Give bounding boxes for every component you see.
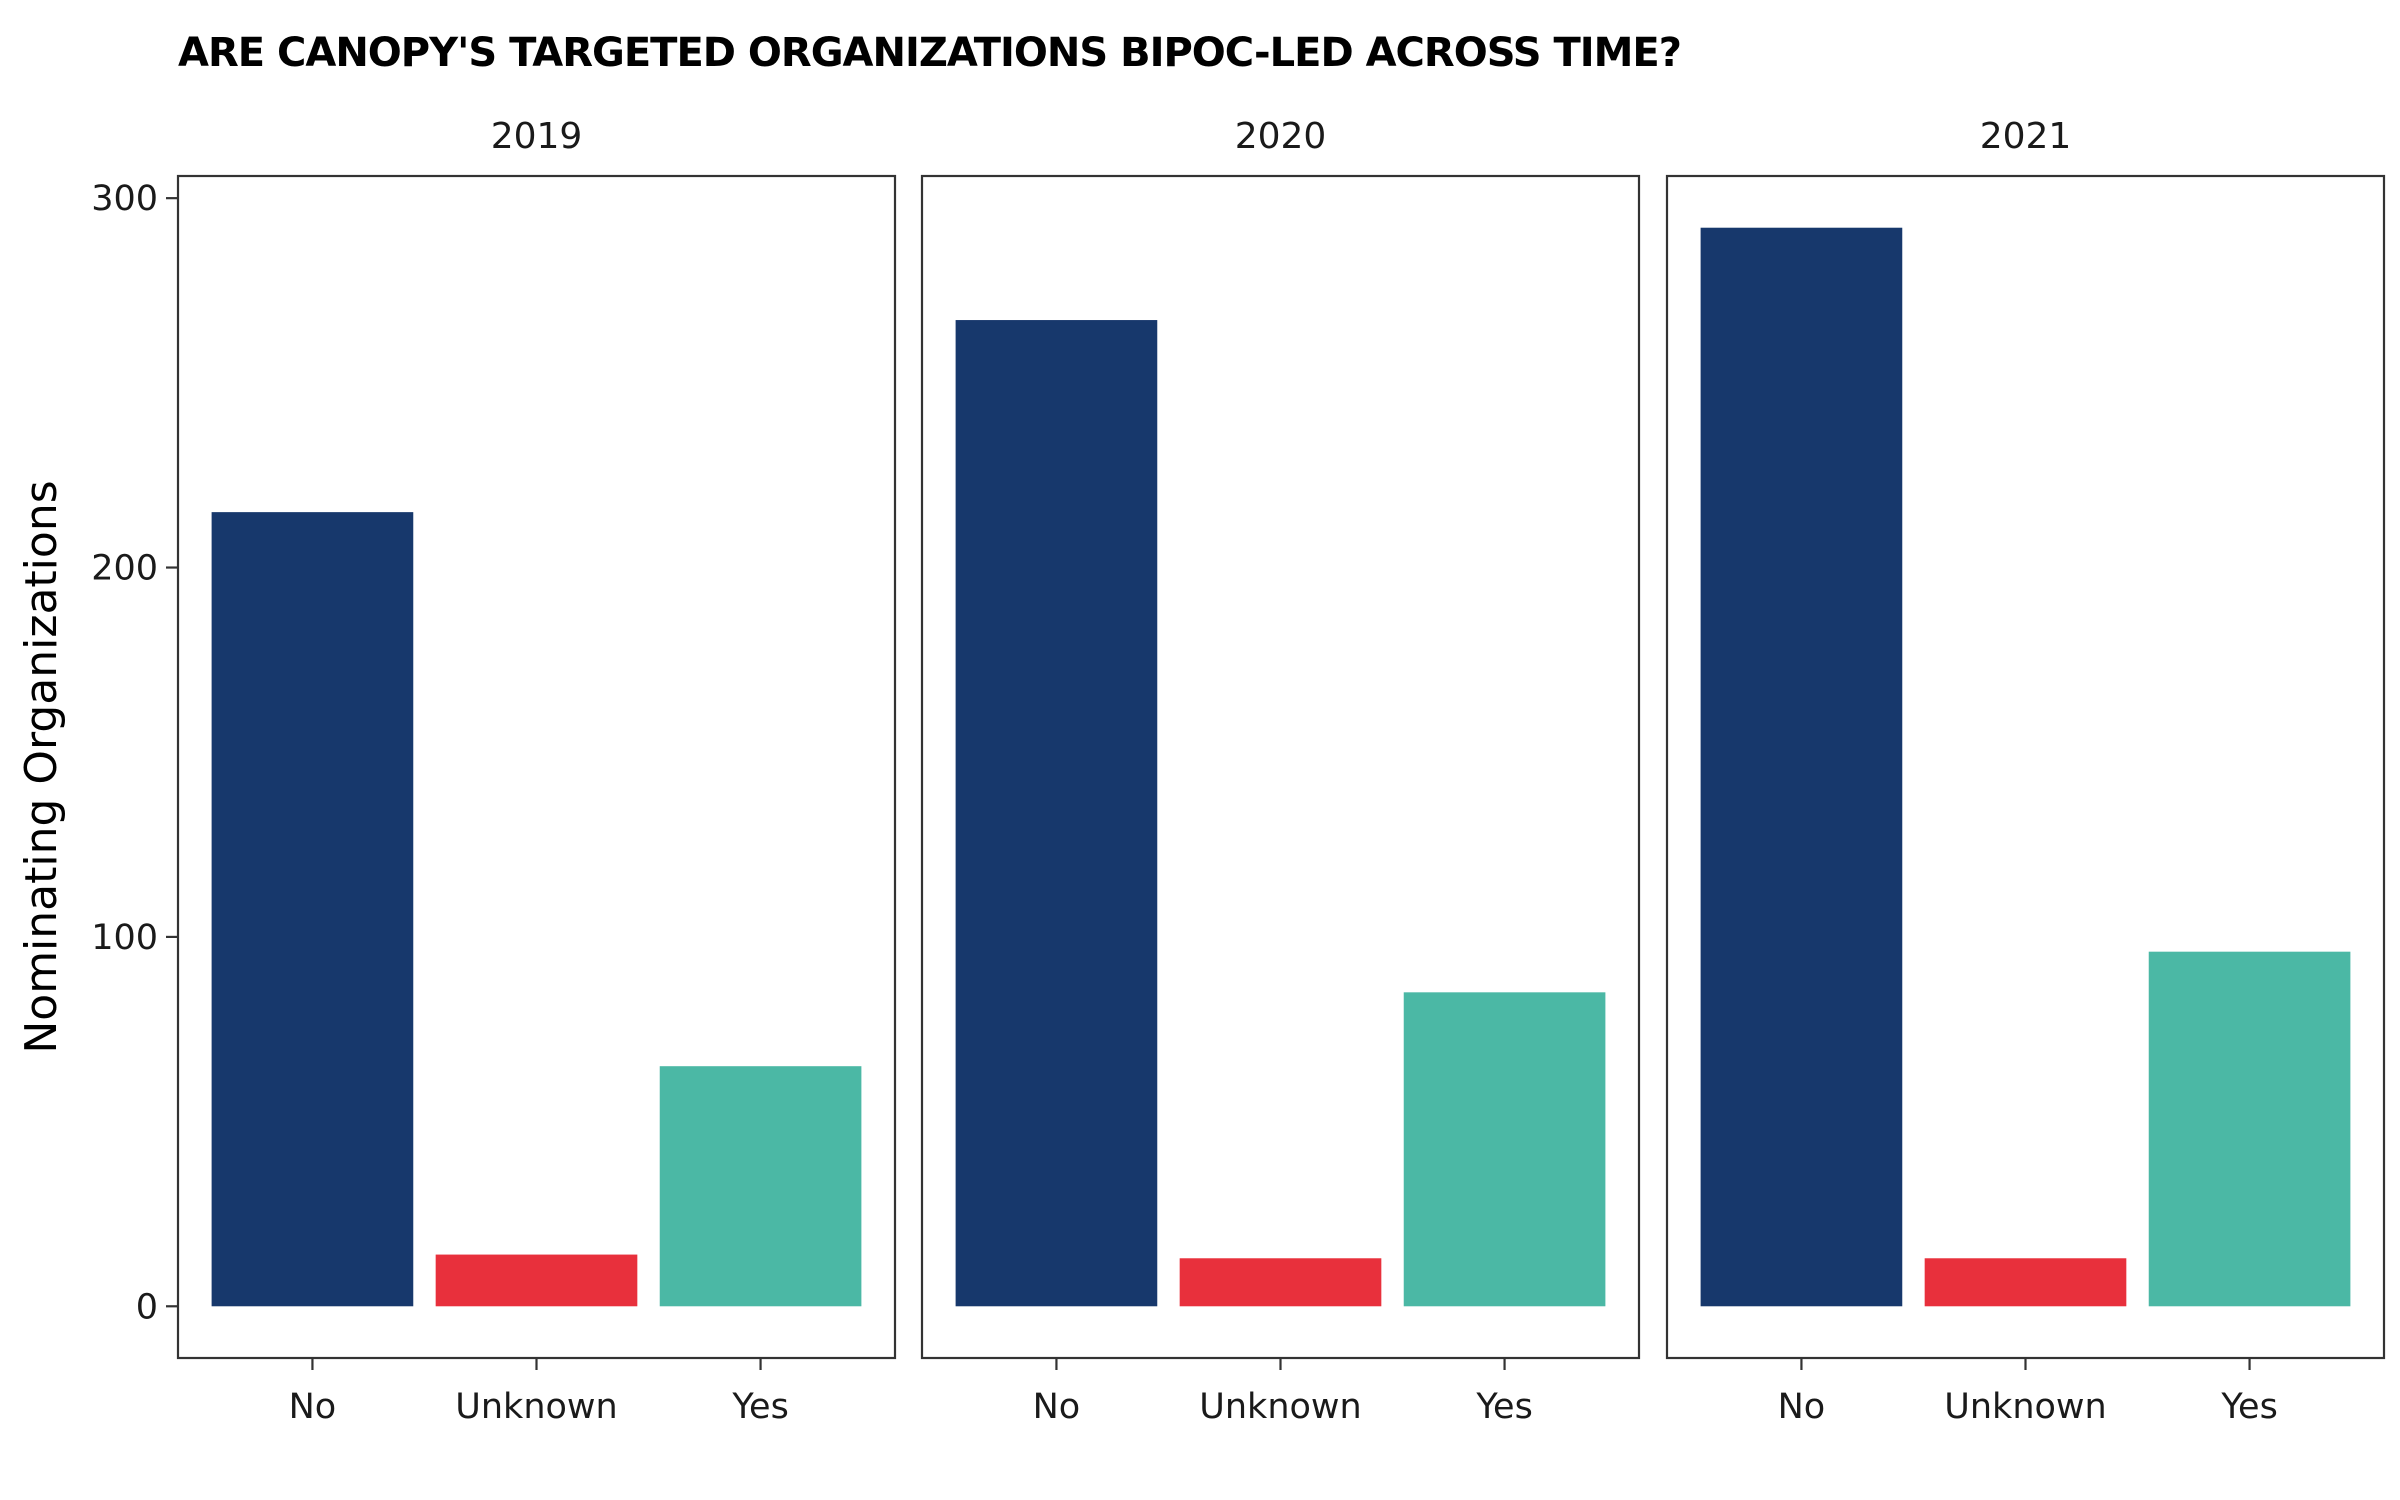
bar-yes [2148,951,2351,1307]
bar-unknown [1924,1258,2127,1307]
facet-panel-2019: 2019 No Unknown Yes 0 100 200 300 [91,116,897,1427]
y-tick-label: 100 [91,918,158,958]
x-tick-label: No [1033,1387,1081,1427]
x-tick-label: Unknown [455,1387,617,1427]
bar-unknown [435,1254,638,1307]
x-tick-label: Yes [2220,1387,2278,1427]
facet-panels: 2019 No Unknown Yes 0 100 200 300 2020 No Unknown Y… [91,116,2386,1427]
y-tick-label: 200 [91,549,158,589]
bar-yes [1403,992,1606,1307]
y-tick-label: 0 [136,1287,158,1327]
x-tick-label: Unknown [1944,1387,2106,1427]
bar-no [955,320,1158,1307]
bar-no [211,512,414,1307]
bar-no [1700,227,1903,1307]
x-tick-label: No [1778,1387,1826,1427]
facet-panel-2020: 2020 No Unknown Yes [920,116,1641,1427]
x-tick-label: No [289,1387,337,1427]
y-tick-label: 300 [91,179,158,219]
chart-title: ARE CANOPY'S TARGETED ORGANIZATIONS BIPO… [178,30,1681,76]
bar-yes [659,1066,862,1307]
facet-label: 2019 [491,116,583,157]
facet-panel-2021: 2021 No Unknown Yes [1665,116,2386,1427]
facet-label: 2021 [1980,116,2072,157]
facet-label: 2020 [1235,116,1327,157]
x-tick-label: Unknown [1199,1387,1361,1427]
x-tick-label: Yes [1475,1387,1533,1427]
x-tick-label: Yes [731,1387,789,1427]
y-axis-title: Nominating Organizations [16,480,67,1053]
bar-unknown [1179,1258,1382,1307]
